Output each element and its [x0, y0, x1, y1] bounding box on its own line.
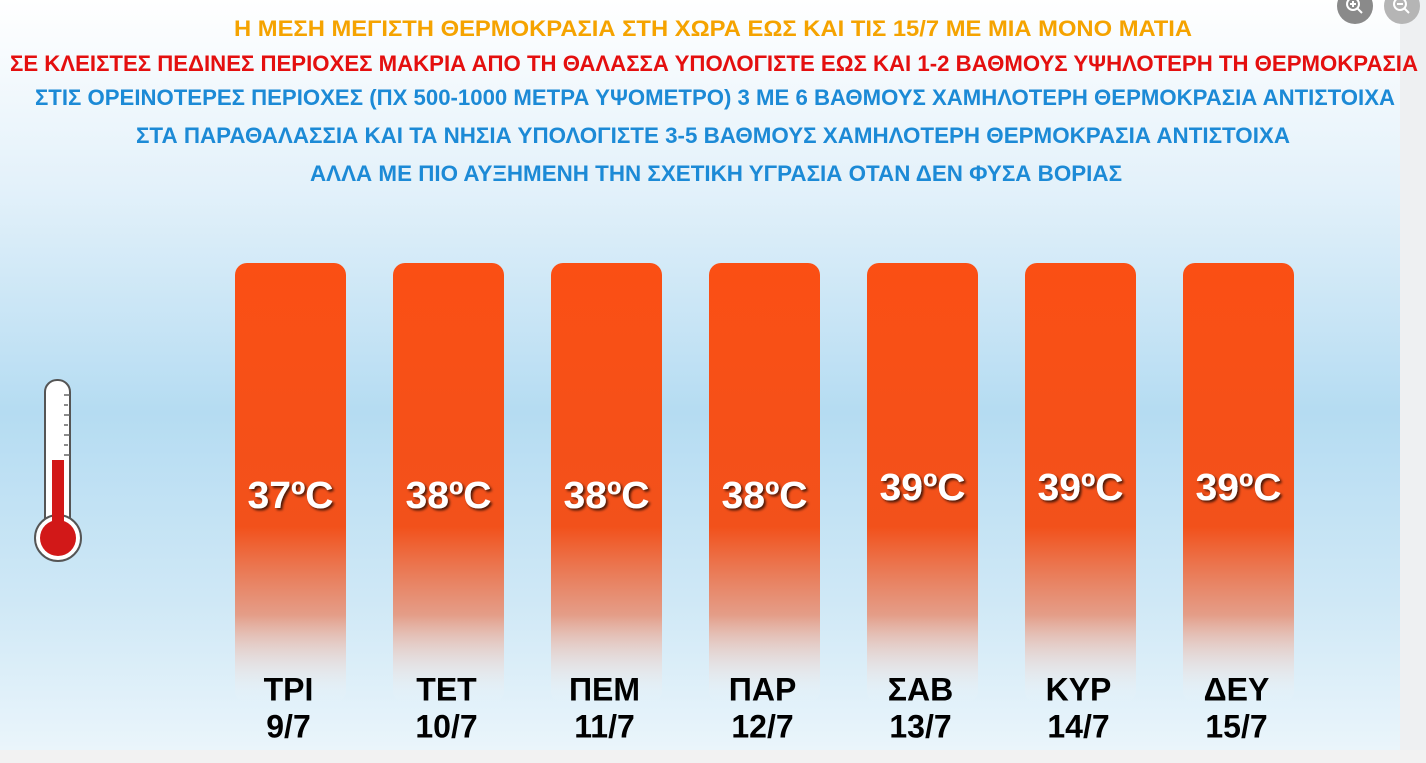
temperature-label: 38ºC	[564, 475, 650, 517]
date-label: 12/7	[731, 708, 793, 744]
day-label: ΤΕΤ	[416, 671, 477, 707]
temperature-label: 39ºC	[1038, 467, 1124, 509]
temperature-bar	[1183, 263, 1294, 703]
header-line: ΣΤΙΣ ΟΡΕΙΝΟΤΕΡΕΣ ΠΕΡΙΟΧΕΣ (ΠΧ 500-1000 Μ…	[35, 85, 1395, 110]
zoom-in-button[interactable]	[1337, 0, 1373, 24]
background	[0, 0, 1400, 750]
header-line: Η ΜΕΣΗ ΜΕΓΙΣΤΗ ΘΕΡΜΟΚΡΑΣΙΑ ΣΤΗ ΧΩΡΑ ΕΩΣ …	[234, 16, 1192, 41]
zoom-out-button[interactable]	[1384, 0, 1420, 24]
date-label: 10/7	[415, 708, 477, 744]
temperature-label: 37ºC	[248, 475, 334, 517]
temperature-bar	[551, 263, 662, 703]
temperature-label: 38ºC	[406, 475, 492, 517]
temperature-bar	[393, 263, 504, 703]
footer-strip	[0, 750, 1426, 763]
temperature-label: 39ºC	[880, 467, 966, 509]
header-line: ΣΤΑ ΠΑΡΑΘΑΛΑΣΣΙΑ ΚΑΙ ΤΑ ΝΗΣΙΑ ΥΠΟΛΟΓΙΣΤΕ…	[136, 123, 1290, 148]
temperature-bar	[709, 263, 820, 703]
day-label: ΤΡΙ	[264, 671, 314, 707]
day-label: ΣΑΒ	[888, 671, 953, 707]
temperature-bar	[1025, 263, 1136, 703]
day-label: ΔΕΥ	[1204, 671, 1270, 707]
day-label: ΚΥΡ	[1046, 671, 1112, 707]
date-label: 13/7	[889, 708, 951, 744]
date-label: 11/7	[574, 708, 635, 744]
date-label: 14/7	[1047, 708, 1109, 744]
day-label: ΠΑΡ	[729, 671, 797, 707]
date-label: 9/7	[266, 708, 310, 744]
thermometer	[34, 379, 82, 562]
side-strip	[1400, 0, 1426, 750]
date-label: 15/7	[1205, 708, 1267, 744]
day-label: ΠΕΜ	[569, 671, 640, 707]
temperature-bar	[867, 263, 978, 703]
temperature-label: 39ºC	[1196, 467, 1282, 509]
temperature-label: 38ºC	[722, 475, 808, 517]
temperature-bar	[235, 263, 346, 703]
header-line: ΣΕ ΚΛΕΙΣΤΕΣ ΠΕΔΙΝΕΣ ΠΕΡΙΟΧΕΣ ΜΑΚΡΙΑ ΑΠΟ …	[10, 51, 1418, 76]
header-line: ΑΛΛΑ ΜΕ ΠΙΟ ΑΥΞΗΜΕΝΗ ΤΗΝ ΣΧΕΤΙΚΗ ΥΓΡΑΣΙΑ…	[310, 161, 1122, 186]
